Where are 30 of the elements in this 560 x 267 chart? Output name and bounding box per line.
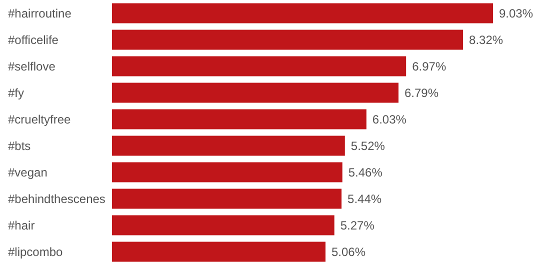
bar xyxy=(112,188,342,209)
data-label: 5.27% xyxy=(340,218,375,232)
y-tick-label: #lipcombo xyxy=(8,244,64,259)
y-tick-label: #hairroutine xyxy=(8,6,72,20)
y-tick-label: #behindthescenes xyxy=(8,192,106,206)
bar xyxy=(112,82,398,103)
data-label: 6.03% xyxy=(372,112,407,126)
y-tick-label: #crueltyfree xyxy=(8,112,72,126)
bar xyxy=(112,242,326,262)
bar xyxy=(112,162,342,182)
bar xyxy=(112,136,345,156)
bar xyxy=(112,215,334,236)
data-label: 6.79% xyxy=(404,86,439,100)
data-label: 5.44% xyxy=(348,192,382,206)
bar xyxy=(112,3,493,24)
y-tick-label: #selflove xyxy=(8,59,56,74)
y-tick-label: #fy xyxy=(8,86,24,100)
data-label: 5.46% xyxy=(348,165,383,180)
bar xyxy=(112,56,406,76)
data-label: 9.03% xyxy=(499,6,534,20)
data-label: 5.52% xyxy=(350,138,386,153)
bar xyxy=(112,30,464,50)
bar xyxy=(112,109,366,130)
data-label: 5.06% xyxy=(331,244,366,259)
data-label: 6.97% xyxy=(412,59,446,74)
y-tick-label: #hair xyxy=(8,218,35,232)
y-tick-label: #officelife xyxy=(8,32,59,47)
y-tick-label: #vegan xyxy=(8,165,48,180)
y-tick-label: #bts xyxy=(8,138,31,153)
data-label: 8.32% xyxy=(469,32,504,47)
